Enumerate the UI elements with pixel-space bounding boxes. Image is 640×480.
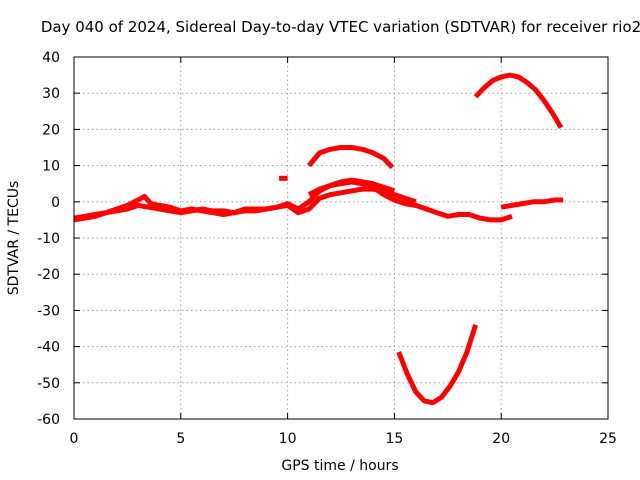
y-tick-label: -50	[37, 376, 60, 392]
chart-title: Day 040 of 2024, Sidereal Day-to-day VTE…	[41, 18, 640, 36]
y-axis-label: SDTVAR / TECUs	[6, 181, 22, 296]
y-tick-label: 30	[42, 86, 60, 102]
y-tick-label: -20	[37, 267, 60, 283]
y-tick-label: 0	[51, 195, 60, 211]
series-line-track-2	[73, 186, 417, 223]
series-layer	[73, 72, 564, 406]
x-tick-label: 10	[279, 431, 297, 447]
x-tick-label: 25	[599, 431, 617, 447]
series-line-track-7	[473, 72, 564, 129]
series-line-track-4	[307, 145, 395, 170]
y-tick-label: 20	[42, 122, 60, 138]
grid	[74, 57, 608, 419]
x-tick-label: 0	[70, 431, 79, 447]
series-line-track-6	[500, 197, 564, 210]
x-tick-label: 15	[385, 431, 403, 447]
y-tick-label: 10	[42, 159, 60, 175]
x-tick-label: 5	[176, 431, 185, 447]
y-tick-label: -40	[37, 340, 60, 356]
y-tick-label: -60	[37, 412, 60, 428]
x-tick-label: 20	[492, 431, 510, 447]
y-tick-label: 40	[42, 50, 60, 66]
series-line-track-8	[396, 324, 478, 406]
y-tick-label: -30	[37, 303, 60, 319]
x-axis-label: GPS time / hours	[281, 458, 398, 474]
ticks: 0 5 10 15 20 25 -60 -50 -40 -30 -20 -10 0 10 20 30 40	[37, 50, 617, 447]
y-tick-label: -10	[37, 231, 60, 247]
series-line-track-3	[307, 179, 513, 223]
